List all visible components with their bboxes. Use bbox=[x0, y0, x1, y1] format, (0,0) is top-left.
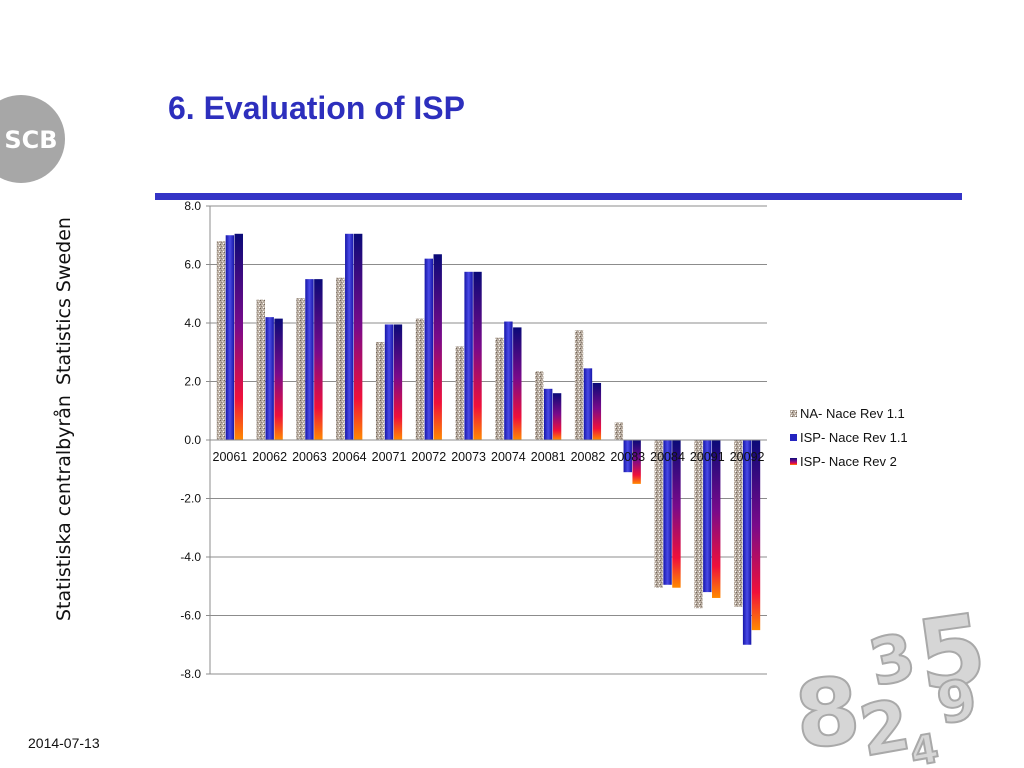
bar-na-nace-rev-1-1 bbox=[614, 422, 624, 440]
bar-isp-nace-rev-2 bbox=[712, 440, 721, 598]
bar-isp-nace-rev-1-1 bbox=[504, 321, 513, 440]
legend-swatch bbox=[790, 458, 797, 465]
x-tick-label: 20061 bbox=[213, 450, 248, 464]
x-tick-label: 20072 bbox=[411, 450, 446, 464]
bar-isp-nace-rev-1-1 bbox=[424, 258, 434, 440]
bar-isp-nace-rev-1-1 bbox=[345, 233, 354, 440]
bar-isp-nace-rev-1-1 bbox=[225, 235, 235, 440]
x-tick-label: 20092 bbox=[730, 450, 765, 464]
bar-isp-nace-rev-2 bbox=[353, 233, 363, 440]
bar-isp-nace-rev-2 bbox=[433, 254, 442, 440]
bar-isp-nace-rev-2 bbox=[314, 279, 323, 441]
bar-na-nace-rev-1-1 bbox=[415, 318, 425, 440]
bar-isp-nace-rev-2 bbox=[234, 233, 243, 440]
bar-isp-nace-rev-1-1 bbox=[623, 440, 632, 473]
bar-isp-nace-rev-2 bbox=[592, 382, 602, 440]
y-tick-label: -6.0 bbox=[180, 609, 201, 623]
bar-isp-nace-rev-2 bbox=[672, 440, 681, 588]
x-tick-label: 20084 bbox=[650, 450, 685, 464]
numbers-decoration-icon: 3 5 8 2 9 4 bbox=[795, 598, 993, 768]
y-tick-label: 0.0 bbox=[184, 433, 201, 447]
bar-na-nace-rev-1-1 bbox=[734, 440, 743, 607]
footer-date: 2014-07-13 bbox=[28, 735, 100, 751]
bar-isp-nace-rev-2 bbox=[552, 393, 562, 440]
y-tick-label: 4.0 bbox=[184, 316, 201, 330]
bar-na-nace-rev-1-1 bbox=[336, 277, 345, 440]
legend-label: ISP- Nace Rev 1.1 bbox=[800, 430, 908, 445]
y-tick-label: -4.0 bbox=[180, 550, 201, 564]
logo-text: SCB bbox=[4, 126, 57, 154]
x-tick-label: 20082 bbox=[571, 450, 606, 464]
x-tick-label: 20081 bbox=[531, 450, 566, 464]
x-tick-label: 20071 bbox=[372, 450, 407, 464]
bar-isp-nace-rev-1-1 bbox=[742, 440, 752, 645]
y-tick-label: 2.0 bbox=[184, 375, 201, 389]
title-rule bbox=[155, 193, 962, 200]
bar-na-nace-rev-1-1 bbox=[495, 337, 504, 441]
scb-logo-icon: SCB bbox=[0, 95, 65, 183]
bar-na-nace-rev-1-1 bbox=[216, 241, 226, 440]
slide-title: 6. Evaluation of ISP bbox=[168, 90, 465, 126]
bar-isp-nace-rev-1-1 bbox=[703, 440, 712, 593]
x-tick-label: 20083 bbox=[610, 450, 645, 464]
svg-text:4: 4 bbox=[907, 726, 942, 768]
y-tick-label: -2.0 bbox=[180, 492, 201, 506]
bar-isp-nace-rev-1-1 bbox=[265, 317, 274, 440]
svg-text:8: 8 bbox=[795, 657, 865, 768]
x-tick-label: 20091 bbox=[690, 450, 725, 464]
x-tick-label: 20074 bbox=[491, 450, 526, 464]
bar-na-nace-rev-1-1 bbox=[296, 298, 305, 440]
legend-label: NA- Nace Rev 1.1 bbox=[800, 406, 905, 421]
bar-isp-nace-rev-2 bbox=[513, 327, 522, 440]
bar-isp-nace-rev-1-1 bbox=[464, 271, 473, 440]
y-tick-label: 6.0 bbox=[184, 258, 201, 272]
legend-label: ISP- Nace Rev 2 bbox=[800, 454, 897, 469]
svg-text:5: 5 bbox=[911, 598, 993, 713]
bar-isp-nace-rev-2 bbox=[632, 440, 641, 484]
bar-na-nace-rev-1-1 bbox=[455, 346, 464, 440]
x-tick-label: 20073 bbox=[451, 450, 486, 464]
bar-isp-nace-rev-2 bbox=[473, 271, 482, 440]
x-tick-label: 20064 bbox=[332, 450, 367, 464]
y-tick-label: 8.0 bbox=[184, 199, 201, 213]
legend-swatch bbox=[790, 410, 797, 417]
bar-na-nace-rev-1-1 bbox=[375, 342, 385, 440]
bar-isp-nace-rev-2 bbox=[751, 440, 761, 631]
bar-isp-nace-rev-1-1 bbox=[663, 440, 672, 585]
bar-na-nace-rev-1-1 bbox=[535, 371, 544, 440]
bar-na-nace-rev-1-1 bbox=[256, 299, 265, 440]
y-tick-label: -8.0 bbox=[180, 667, 201, 681]
bar-isp-nace-rev-1-1 bbox=[583, 368, 593, 440]
bar-isp-nace-rev-2 bbox=[393, 324, 403, 440]
x-tick-label: 20063 bbox=[292, 450, 327, 464]
bar-isp-nace-rev-2 bbox=[274, 318, 283, 440]
bar-isp-nace-rev-1-1 bbox=[384, 324, 394, 440]
legend-swatch bbox=[790, 434, 797, 441]
bar-isp-nace-rev-1-1 bbox=[305, 279, 314, 441]
svg-text:2: 2 bbox=[854, 684, 916, 768]
bar-isp-nace-rev-1-1 bbox=[543, 388, 553, 440]
bar-na-nace-rev-1-1 bbox=[574, 330, 584, 440]
x-tick-label: 20062 bbox=[252, 450, 287, 464]
bar-na-nace-rev-1-1 bbox=[694, 440, 703, 609]
bar-na-nace-rev-1-1 bbox=[654, 440, 663, 588]
